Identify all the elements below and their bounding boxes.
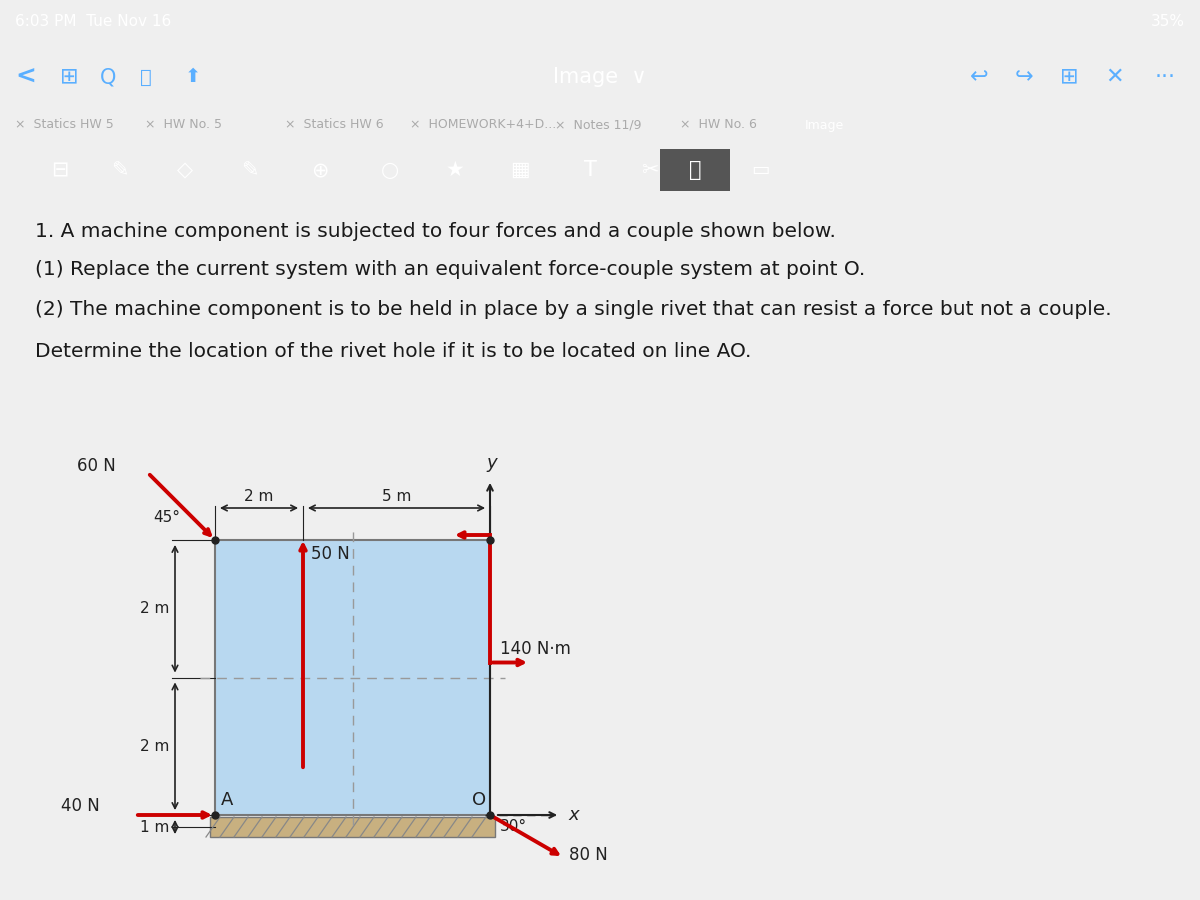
Text: Q: Q: [100, 67, 116, 87]
Text: ↪: ↪: [1015, 67, 1033, 87]
Text: A: A: [221, 791, 233, 809]
Text: 2 m: 2 m: [245, 489, 274, 504]
Text: Image: Image: [805, 119, 845, 131]
Text: ×  Notes 11/9: × Notes 11/9: [554, 119, 642, 131]
Bar: [660, 149, 730, 191]
Text: 5 m: 5 m: [382, 489, 412, 504]
Text: ▦: ▦: [510, 160, 530, 180]
Text: Determine the location of the rivet hole if it is to be located on line AO.: Determine the location of the rivet hole…: [35, 342, 751, 361]
Text: ✕: ✕: [1105, 67, 1123, 87]
Text: 1. A machine component is subjected to four forces and a couple shown below.: 1. A machine component is subjected to f…: [35, 222, 836, 241]
Text: 50 N: 50 N: [311, 545, 349, 563]
Text: 140 N·m: 140 N·m: [500, 641, 571, 659]
Text: ⬆: ⬆: [185, 68, 202, 86]
Text: 40 N: 40 N: [61, 797, 100, 815]
Text: ×  HOMEWORK+4+D...: × HOMEWORK+4+D...: [410, 119, 557, 131]
Text: 🔖: 🔖: [140, 68, 151, 86]
Text: x: x: [568, 806, 578, 824]
Text: ⊞: ⊞: [60, 67, 79, 87]
Text: ×  Statics HW 6: × Statics HW 6: [286, 119, 384, 131]
Text: 30°: 30°: [500, 819, 527, 834]
Text: ×  HW No. 6: × HW No. 6: [680, 119, 757, 131]
Text: 80 N: 80 N: [569, 847, 607, 865]
Text: 35%: 35%: [1151, 14, 1186, 30]
Text: 2 m: 2 m: [139, 601, 169, 617]
Text: 60 N: 60 N: [77, 457, 116, 475]
Text: ◇: ◇: [178, 160, 193, 180]
Text: ▭: ▭: [751, 160, 769, 179]
Text: y: y: [487, 454, 497, 472]
Text: 1 m: 1 m: [139, 820, 169, 834]
Text: O: O: [472, 791, 486, 809]
Text: ×  Statics HW 5: × Statics HW 5: [14, 119, 114, 131]
Text: ⊕: ⊕: [311, 160, 329, 180]
Text: 📷: 📷: [689, 160, 701, 180]
Text: ★: ★: [445, 160, 464, 180]
Text: ✎: ✎: [241, 160, 259, 180]
Text: ○: ○: [380, 160, 400, 180]
Bar: [215, 540, 490, 815]
Text: (1) Replace the current system with an equivalent force-couple system at point O: (1) Replace the current system with an e…: [35, 260, 865, 279]
Text: (2) The machine component is to be held in place by a single rivet that can resi: (2) The machine component is to be held …: [35, 300, 1111, 319]
Text: 6:03 PM  Tue Nov 16: 6:03 PM Tue Nov 16: [14, 14, 172, 30]
Bar: [210, 817, 496, 837]
Text: <: <: [14, 65, 36, 89]
Text: ⊟: ⊟: [52, 160, 68, 180]
Text: ↩: ↩: [970, 67, 989, 87]
Text: ✂: ✂: [641, 160, 659, 180]
Text: ⊞: ⊞: [1060, 67, 1079, 87]
Text: ✎: ✎: [112, 160, 128, 180]
Text: T: T: [583, 160, 596, 180]
Text: 45°: 45°: [154, 510, 180, 525]
Text: ×  HW No. 5: × HW No. 5: [145, 119, 222, 131]
Text: ···: ···: [1154, 67, 1176, 87]
Text: Image  ∨: Image ∨: [553, 67, 647, 87]
Text: 2 m: 2 m: [139, 739, 169, 754]
